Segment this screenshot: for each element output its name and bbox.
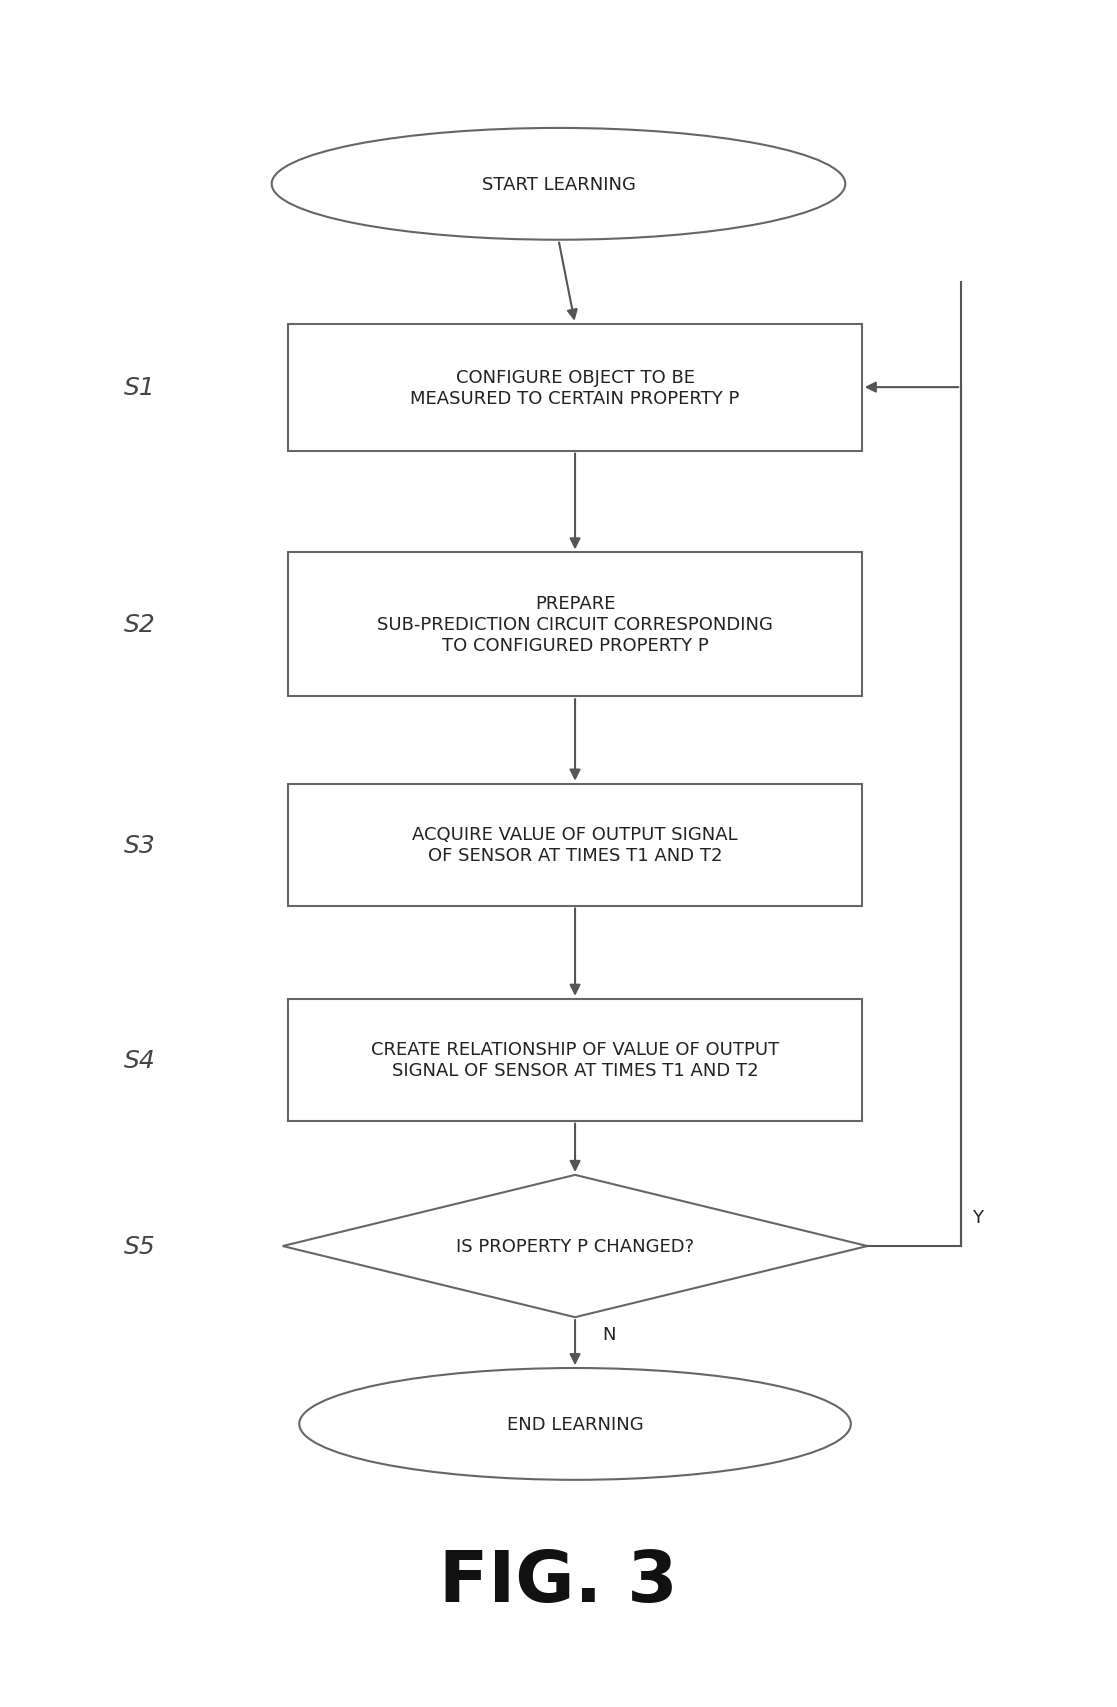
FancyBboxPatch shape: [288, 999, 862, 1121]
Text: S4: S4: [124, 1048, 155, 1072]
Text: S5: S5: [124, 1234, 155, 1258]
Text: END LEARNING: END LEARNING: [507, 1415, 643, 1434]
FancyBboxPatch shape: [288, 324, 862, 451]
Text: IS PROPERTY P CHANGED?: IS PROPERTY P CHANGED?: [456, 1238, 694, 1255]
Text: Y: Y: [972, 1209, 983, 1226]
FancyBboxPatch shape: [288, 553, 862, 696]
Text: FIG. 3: FIG. 3: [439, 1547, 678, 1617]
Text: S3: S3: [124, 833, 155, 857]
Text: PREPARE
SUB-PREDICTION CIRCUIT CORRESPONDING
TO CONFIGURED PROPERTY P: PREPARE SUB-PREDICTION CIRCUIT CORRESPON…: [378, 596, 773, 655]
Ellipse shape: [271, 128, 846, 241]
Text: N: N: [603, 1325, 617, 1343]
Text: ACQUIRE VALUE OF OUTPUT SIGNAL
OF SENSOR AT TIMES T1 AND T2: ACQUIRE VALUE OF OUTPUT SIGNAL OF SENSOR…: [412, 826, 738, 864]
Polygon shape: [283, 1174, 868, 1318]
Text: CONFIGURE OBJECT TO BE
MEASURED TO CERTAIN PROPERTY P: CONFIGURE OBJECT TO BE MEASURED TO CERTA…: [410, 369, 739, 408]
Text: CREATE RELATIONSHIP OF VALUE OF OUTPUT
SIGNAL OF SENSOR AT TIMES T1 AND T2: CREATE RELATIONSHIP OF VALUE OF OUTPUT S…: [371, 1041, 780, 1079]
Text: S1: S1: [124, 376, 155, 399]
Ellipse shape: [299, 1369, 851, 1480]
Text: START LEARNING: START LEARNING: [481, 176, 636, 193]
FancyBboxPatch shape: [288, 784, 862, 906]
Text: S2: S2: [124, 613, 155, 637]
